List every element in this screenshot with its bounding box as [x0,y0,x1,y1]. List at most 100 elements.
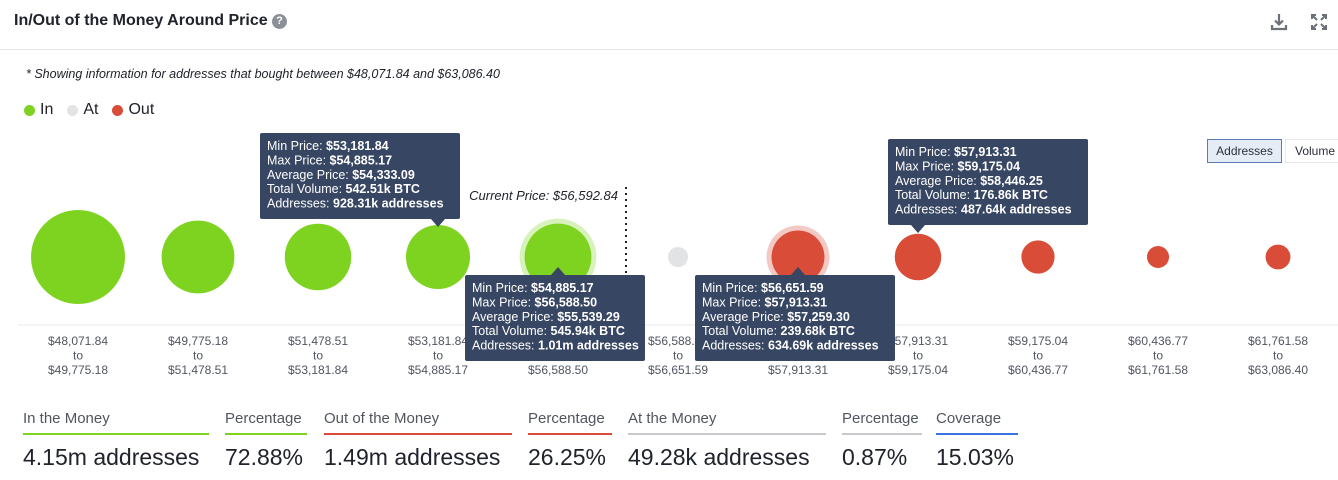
tooltip-box [888,139,1088,225]
download-icon[interactable] [1268,11,1290,33]
tooltip-line-value: $56,651.59 [761,281,824,295]
stat-out-percentage: Percentage 26.25% [528,410,612,471]
legend-item-in[interactable]: In [24,101,53,119]
volume-toggle-button[interactable]: Volume [1285,139,1338,163]
tooltip-line-label: Max Price: [267,153,330,167]
tooltip-pointer [551,267,565,275]
bubble-8[interactable] [1021,240,1055,274]
bubble-mark [524,223,592,291]
x-tick-label: $57,913.31 [768,363,828,377]
tooltip-line-label: Average Price: [472,310,557,324]
x-tick-label: $56,588.50 [648,334,708,348]
stat-in-percentage: Percentage 72.88% [225,410,307,471]
tooltip-line-value: 542.51k BTC [346,182,420,196]
legend-dot-at [67,104,79,116]
tooltip-line-label: Total Volume: [702,324,781,338]
x-tick-label: $49,775.18 [168,334,228,348]
tooltip-line-value: $56,588.50 [535,295,598,309]
bubble-mark [668,247,688,267]
legend-dot-out [112,104,124,116]
x-tick-label: to [1033,349,1043,363]
x-tick-label: $54,885.17 [408,363,468,377]
range-note: * Showing information for addresses that… [26,67,500,81]
tooltip-line: Average Price: $55,539.29 [472,310,620,324]
stat-value: 15.03% [936,444,1015,470]
x-tick-label: $61,761.58 [1128,363,1188,377]
tooltip-line-value: $57,259.30 [787,310,850,324]
tooltip-line: Total Volume: 239.68k BTC [702,324,855,338]
tooltip-box [695,275,895,361]
bubble-6[interactable] [766,225,830,289]
tooltip-box [260,133,460,219]
tooltip-line-value: 176.86k BTC [974,188,1048,202]
stat-value: 72.88% [225,444,304,470]
legend-item-out[interactable]: Out [112,101,154,119]
tooltip-line-value: $54,333.09 [352,168,415,182]
bubble-mark [1146,245,1170,269]
x-tick-label: to [433,349,443,363]
tooltip-line-label: Max Price: [472,295,535,309]
tooltip-line-label: Addresses: [472,339,538,353]
stat-label: Percentage [842,410,922,435]
summary-stats: In the Money 4.15m addresses Percentage … [0,410,1338,480]
addresses-toggle-button[interactable]: Addresses [1207,139,1282,163]
tooltip-line-value: 1.01m addresses [538,339,639,353]
bubble-1[interactable] [161,220,235,294]
tooltip-line: Addresses: 634.69k addresses [702,339,879,353]
bubble-mark [405,224,471,290]
bubble-7[interactable] [894,233,942,281]
bubble-0[interactable] [31,210,125,304]
bubble-9[interactable] [1146,245,1170,269]
x-tick-label: $51,478.51 [288,334,348,348]
x-tick-label: $63,086.40 [1248,363,1308,377]
x-tick-label: to [1153,349,1163,363]
bubble-2[interactable] [284,223,352,291]
expand-icon[interactable] [1308,11,1330,33]
x-tick-label: $60,436.77 [1128,334,1188,348]
stat-label: Coverage [936,410,1018,435]
x-tick-label: to [73,349,83,363]
tooltip-line-value: 634.69k addresses [768,339,879,353]
tooltip-box [465,275,645,361]
tooltip-line-label: Min Price: [472,281,531,295]
tooltip-line-value: 239.68k BTC [781,324,855,338]
tooltip-line: Min Price: $56,651.59 [702,281,824,295]
tooltip-line-label: Average Price: [895,174,980,188]
x-tick-label: $51,478.51 [168,363,228,377]
tooltip-line-value: $53,181.84 [326,139,389,153]
stat-value: 49.28k addresses [628,444,810,470]
tooltip-line-value: $54,885.17 [531,281,594,295]
question-circle-icon[interactable]: ? [272,14,287,29]
tooltip-line-label: Average Price: [267,168,352,182]
tooltip-line-value: $55,539.29 [557,310,620,324]
tooltip-line-label: Addresses: [702,339,768,353]
tooltip-line: Total Volume: 176.86k BTC [895,188,1048,202]
tooltip-line-label: Addresses: [267,197,333,211]
x-tick-label: to [673,349,683,363]
tooltip-line: Addresses: 928.31k addresses [267,197,444,211]
x-tick-label: $60,436.77 [1008,363,1068,377]
stat-label: Percentage [528,410,612,435]
legend-item-at[interactable]: At [67,101,98,119]
stat-coverage: Coverage 15.03% [936,410,1018,471]
tooltip-line: Max Price: $59,175.04 [895,159,1020,173]
bubble-3[interactable] [405,224,471,290]
x-tick-label: $48,071.84 [48,334,108,348]
tooltip-line-value: $59,175.04 [958,159,1021,173]
x-tick-label: $61,761.58 [1248,334,1308,348]
bubble-5[interactable] [668,247,688,267]
stat-label: At the Money [628,410,826,435]
bubble-mark [1021,240,1055,274]
tooltip-line: Min Price: $57,913.31 [895,145,1017,159]
bubble-mark [1265,244,1291,270]
bubble-10[interactable] [1265,244,1291,270]
stat-at-the-money: At the Money 49.28k addresses [628,410,826,471]
legend-dot-in [24,104,35,116]
stat-value: 1.49m addresses [324,444,501,470]
stat-at-percentage: Percentage 0.87% [842,410,922,471]
bubble-mark [771,230,825,284]
